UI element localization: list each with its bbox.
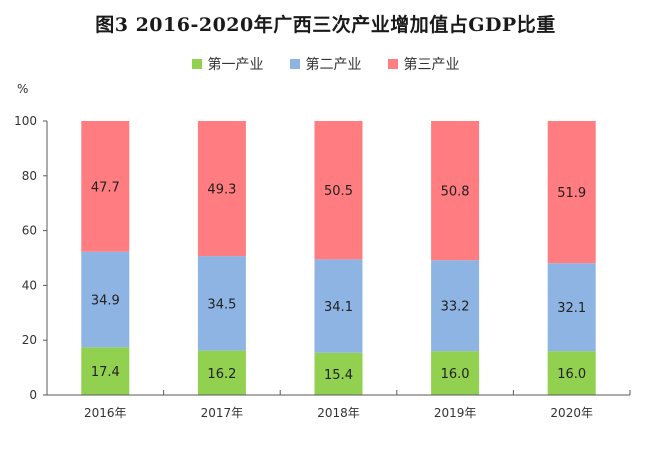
bar-segment	[81, 121, 130, 252]
bar-segment	[547, 351, 596, 395]
legend-swatch-primary	[191, 59, 202, 69]
y-axis-unit-label: %	[17, 82, 28, 96]
data-label: 50.5	[324, 184, 353, 199]
bar-segment	[197, 256, 246, 351]
legend: 第一产业 第二产业 第三产业	[0, 54, 651, 74]
data-label: 47.7	[91, 180, 120, 195]
bar-segment	[314, 352, 363, 395]
chart-title: 图3 2016-2020年广西三次产业增加值占GDP比重	[95, 14, 556, 36]
data-label: 34.5	[207, 297, 236, 312]
data-label: 16.0	[441, 367, 470, 382]
legend-label-primary: 第一产业	[207, 57, 264, 73]
data-label: 33.2	[441, 300, 470, 315]
data-label: 49.3	[207, 183, 236, 198]
x-tick-label: 2016年	[84, 406, 127, 420]
bar-segment	[314, 121, 363, 260]
data-label: 16.2	[207, 367, 236, 382]
bar-segment	[314, 259, 363, 353]
data-label: 34.9	[91, 294, 120, 309]
data-label: 32.1	[557, 301, 586, 316]
legend-label-tertiary: 第三产业	[403, 57, 460, 73]
legend-item-tertiary: 第三产业	[387, 54, 460, 74]
bar-segment	[547, 121, 596, 264]
data-label: 50.8	[441, 185, 470, 200]
y-tick-label: 100	[14, 114, 37, 128]
data-label: 17.4	[91, 365, 120, 380]
bar-segment	[431, 121, 480, 261]
legend-label-secondary: 第二产业	[305, 57, 362, 73]
x-tick-label: 2017年	[201, 406, 244, 420]
legend-swatch-tertiary	[387, 59, 398, 69]
data-label: 34.1	[324, 300, 353, 315]
y-tick-label: 80	[22, 169, 37, 183]
bar-segment	[81, 251, 130, 348]
y-tick-label: 60	[22, 224, 37, 238]
y-tick-label: 0	[29, 388, 37, 402]
data-label: 15.4	[324, 368, 353, 383]
legend-item-secondary: 第二产业	[289, 54, 362, 74]
x-tick-label: 2019年	[434, 406, 477, 420]
bar-segment	[81, 347, 130, 395]
bar-segment	[197, 350, 246, 395]
data-label: 16.0	[557, 367, 586, 382]
y-tick-label: 40	[22, 278, 37, 292]
bar-segment	[431, 351, 480, 395]
data-label: 51.9	[557, 186, 586, 201]
bar-segment	[197, 121, 246, 257]
y-tick-label: 20	[22, 333, 37, 347]
bar-segment	[431, 260, 480, 352]
legend-swatch-secondary	[289, 59, 300, 69]
x-tick-label: 2018年	[317, 406, 360, 420]
x-tick-label: 2020年	[550, 406, 593, 420]
legend-item-primary: 第一产业	[191, 54, 264, 74]
bar-segment	[547, 263, 596, 352]
